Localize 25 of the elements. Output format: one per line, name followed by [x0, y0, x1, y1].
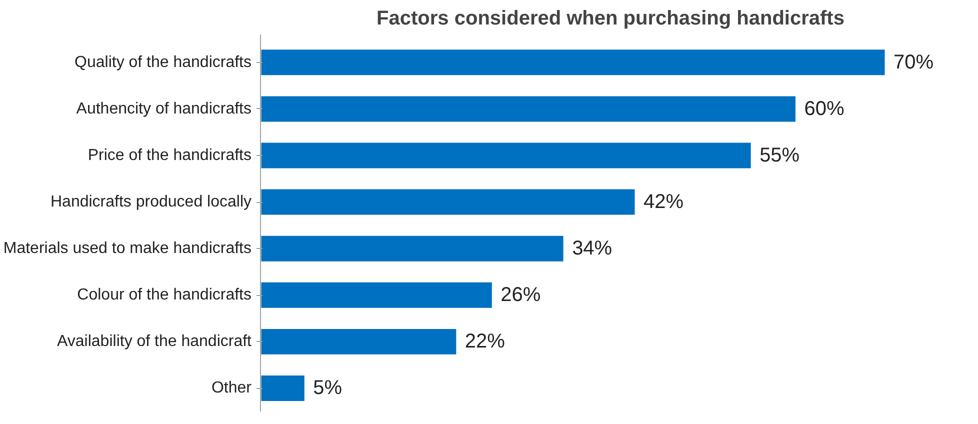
data-label: 34%: [572, 238, 612, 260]
data-label: 60%: [804, 98, 844, 120]
y-tick-label: Other: [211, 380, 252, 397]
data-label: 55%: [760, 144, 800, 167]
bar: [260, 234, 565, 263]
y-tick-label: Quality of the handicrafts: [74, 54, 252, 71]
y-tick-label: Price of the handicrafts: [88, 147, 252, 164]
y-tick-label: Colour of the handicrafts: [77, 286, 252, 304]
data-label: 26%: [500, 284, 541, 306]
y-tick-label: Materials used to make handicrafts: [3, 240, 252, 258]
bar: [260, 374, 306, 402]
bar: [260, 280, 494, 310]
bar: [260, 188, 636, 216]
bar: [260, 327, 458, 356]
data-label: 42%: [644, 191, 684, 214]
y-tick-label: Handicrafts produced locally: [50, 194, 252, 211]
data-label: 22%: [464, 330, 506, 353]
y-tick-label: Availability of the handicraft: [57, 333, 252, 350]
bar: [260, 94, 797, 124]
bar: [260, 141, 752, 170]
y-tick-label: Authencity of handicrafts: [76, 100, 252, 118]
bar: [260, 48, 886, 77]
chart-title: Factors considered when purchasing handicrafts: [376, 8, 844, 30]
data-label: 5%: [313, 377, 342, 400]
data-label: 70%: [894, 51, 934, 74]
